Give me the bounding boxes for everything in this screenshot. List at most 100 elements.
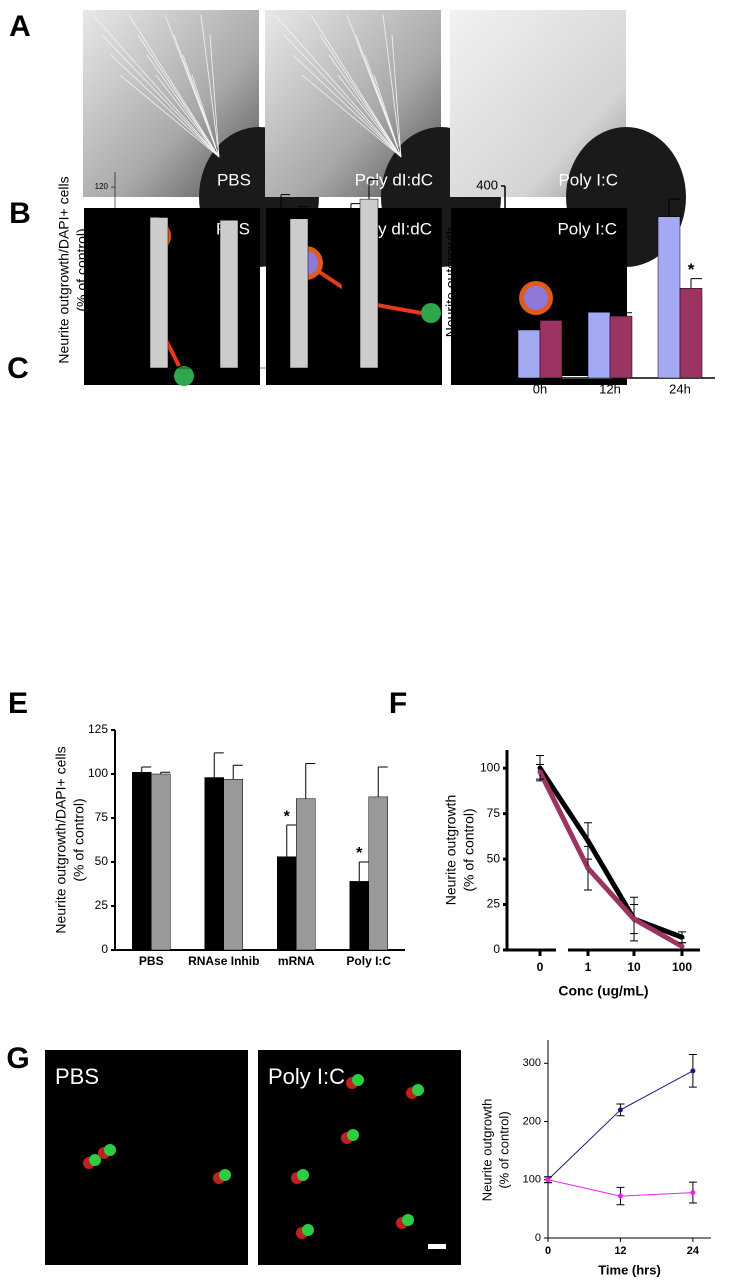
- error-bar: [350, 203, 360, 224]
- bar: [131, 216, 151, 369]
- neurite: [373, 74, 402, 158]
- cell: [412, 1084, 424, 1096]
- neurite: [328, 54, 402, 158]
- neurite: [301, 74, 402, 158]
- x-tick-label: LPS: [352, 375, 367, 384]
- error-bar: [690, 278, 702, 289]
- scale-bar: [428, 1244, 446, 1249]
- cell: [352, 1074, 364, 1086]
- micrograph: [258, 1050, 461, 1265]
- error-bar: [358, 861, 369, 882]
- y-tick-label: 300: [523, 1057, 541, 1069]
- cell: [297, 1169, 309, 1181]
- error-bar: [141, 766, 152, 773]
- x-tick-label: 24: [687, 1245, 700, 1257]
- chart: 0 25 50 75 100 0 1 10 100 Conc (ug/mL) Neurite out…: [443, 750, 700, 999]
- bar: [132, 771, 152, 951]
- x-tick-label: 0: [545, 1245, 551, 1257]
- y-axis-label: Neurite outgrowth: [443, 227, 459, 338]
- image-label: PBS: [55, 1064, 99, 1089]
- x-tick-label: Poly I:C: [346, 954, 391, 968]
- panel-label: F: [389, 687, 407, 720]
- bar: [219, 219, 239, 369]
- neurite: [155, 74, 220, 158]
- image-label: Poly dI:dC: [355, 170, 433, 189]
- y-tick-label: 100: [95, 212, 109, 221]
- bar: [539, 320, 563, 379]
- neurite: [283, 34, 402, 158]
- error-bar: [368, 179, 378, 200]
- point: [690, 1068, 696, 1074]
- point: [679, 943, 685, 949]
- x-tick-label: PBS: [139, 954, 164, 968]
- cell: [402, 1214, 414, 1226]
- significance: *: [356, 845, 363, 862]
- nucleus: [524, 286, 548, 310]
- y-tick-label: 100: [480, 760, 500, 774]
- neurite: [146, 54, 220, 158]
- x-tick-label: 24h: [669, 381, 691, 396]
- y-tick-label: 50: [95, 854, 109, 868]
- neurite: [128, 14, 220, 158]
- y-tick-label: 75: [487, 806, 501, 820]
- neurite: [110, 54, 220, 158]
- bar: [349, 881, 369, 951]
- neurite: [119, 74, 220, 158]
- bar: [201, 327, 221, 369]
- cell: [89, 1154, 101, 1166]
- bar: [609, 315, 633, 379]
- panel-label: D: [391, 352, 413, 385]
- neurite: [391, 34, 402, 158]
- x-tick-label: 12h: [599, 381, 621, 396]
- y-axis-label: Neurite outgrowth/DAPI+ cells: [53, 746, 69, 933]
- x-tick-label: 0h: [533, 381, 547, 396]
- point: [537, 769, 543, 775]
- error-bar: [232, 764, 243, 780]
- error-bar: [280, 194, 290, 210]
- point: [617, 1107, 623, 1113]
- y-tick-label: 400: [476, 177, 498, 192]
- neurite: [310, 14, 402, 158]
- y-axis-label: Neurite outgrowth/DAPI+ cells: [56, 176, 72, 363]
- neurite: [137, 34, 220, 158]
- neurite: [319, 34, 402, 158]
- neurite: [209, 34, 220, 158]
- error-bar: [213, 752, 224, 778]
- point: [585, 838, 591, 844]
- bar: [204, 777, 224, 951]
- neurite: [101, 34, 220, 158]
- bar: [277, 856, 297, 951]
- y-tick-label: 100: [523, 1174, 541, 1186]
- image-label: Poly I:C: [557, 219, 617, 238]
- x-tick-label: PBS: [142, 375, 158, 384]
- y-tick-label: 0: [104, 363, 109, 372]
- chart: 0 100 200 300 0 12 24 Time (hrs) Neurite outgrow…: [479, 1040, 711, 1277]
- y-tick-label: 200: [523, 1115, 541, 1127]
- bar: [679, 287, 703, 379]
- significance: *: [209, 305, 214, 319]
- point: [690, 1190, 696, 1196]
- bar: [587, 311, 611, 379]
- chart: 0 20 40 60 80 100 120 PBS Poly I:C Poly dI:dC LPS N…: [56, 172, 395, 384]
- image-label: PBS: [217, 170, 251, 189]
- y-tick-label: 300: [476, 225, 498, 240]
- error-bar: [305, 762, 316, 799]
- y-tick-label: 20: [99, 333, 108, 342]
- y-axis-label: (% of control): [461, 808, 477, 891]
- point: [631, 916, 637, 922]
- panel-label: A: [9, 10, 31, 43]
- y-axis-label: (% of control): [74, 228, 90, 311]
- bar: [289, 218, 309, 369]
- y-tick-label: 60: [99, 273, 108, 282]
- x-tick-label: 0: [537, 960, 544, 974]
- bar: [657, 216, 681, 379]
- y-tick-label: 25: [95, 898, 109, 912]
- y-axis-label: (% of control): [461, 240, 477, 323]
- series-line: [537, 770, 684, 949]
- x-tick-label: 1: [585, 960, 592, 974]
- bar: [151, 773, 171, 951]
- axis-break: [556, 946, 568, 954]
- y-tick-label: 100: [476, 321, 498, 336]
- bar: [223, 779, 243, 951]
